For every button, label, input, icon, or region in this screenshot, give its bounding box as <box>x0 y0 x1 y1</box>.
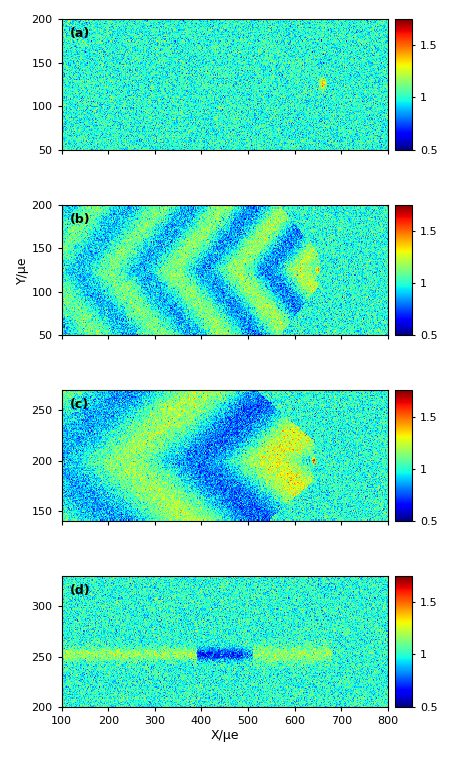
Text: (c): (c) <box>70 398 89 411</box>
Text: (d): (d) <box>70 584 91 597</box>
Text: (b): (b) <box>70 213 91 226</box>
Y-axis label: Y/μe: Y/μe <box>16 256 29 283</box>
Text: (a): (a) <box>70 27 90 40</box>
X-axis label: X/μe: X/μe <box>210 729 239 742</box>
